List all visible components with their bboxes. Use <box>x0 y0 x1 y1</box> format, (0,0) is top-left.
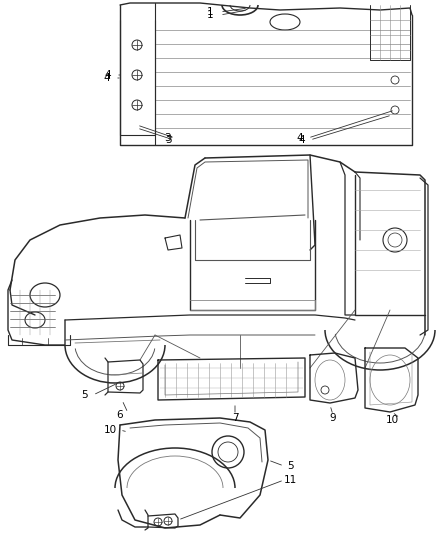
Text: 5: 5 <box>82 390 88 400</box>
Text: 3: 3 <box>165 135 171 145</box>
Text: 5: 5 <box>287 461 293 471</box>
Text: 4: 4 <box>299 135 305 145</box>
Text: 10: 10 <box>103 425 117 435</box>
Text: 3: 3 <box>164 133 170 143</box>
Text: 1: 1 <box>207 7 213 17</box>
Text: 6: 6 <box>117 410 124 420</box>
Text: 4: 4 <box>104 73 110 83</box>
Text: 4: 4 <box>105 70 111 80</box>
Text: 11: 11 <box>283 475 297 485</box>
Text: 9: 9 <box>330 413 336 423</box>
Text: 10: 10 <box>385 415 399 425</box>
Text: 4: 4 <box>297 133 303 143</box>
Text: 7: 7 <box>232 413 238 423</box>
Text: 1: 1 <box>207 10 213 20</box>
